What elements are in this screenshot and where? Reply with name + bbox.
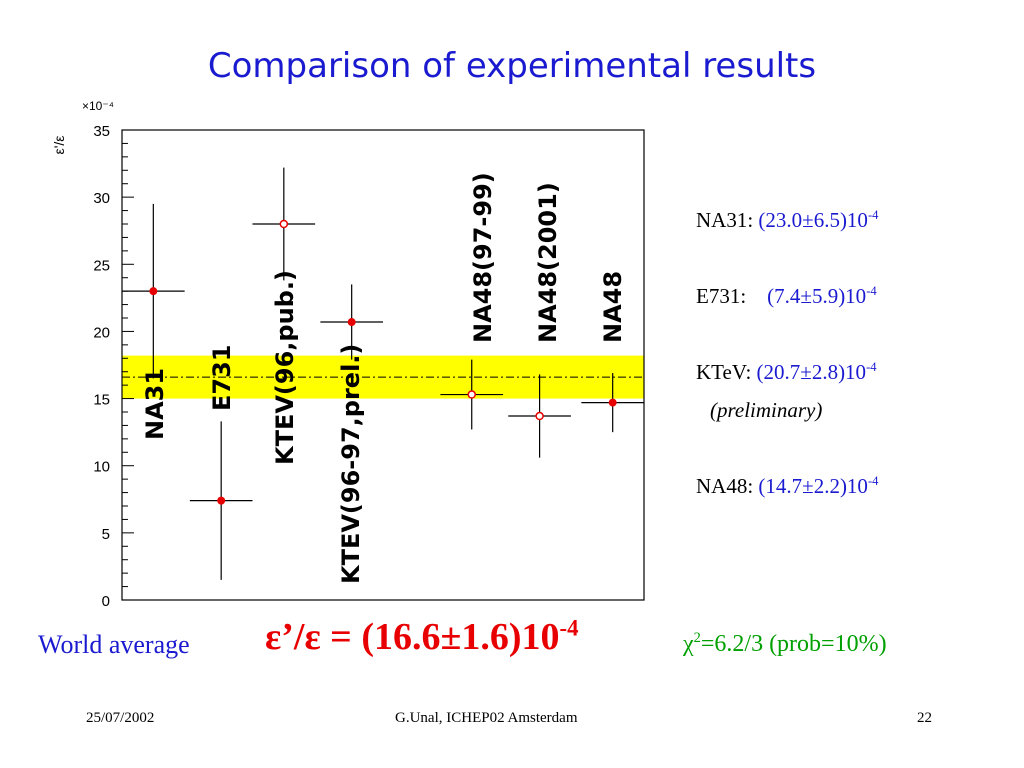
chi-squared: χ2=6.2/3 (prob=10%) (683, 630, 887, 657)
result-value: (20.7±2.8)10-4 (756, 360, 877, 384)
experiment-label: NA48(2001) (534, 182, 562, 343)
result-name: NA48: (696, 474, 759, 498)
result-value: (7.4±5.9)10-4 (767, 284, 877, 308)
experiment-label: KTEV(96-97,prel.) (337, 344, 365, 584)
y-tick-label: 5 (102, 526, 110, 543)
data-point (467, 390, 476, 399)
result-name: E731: (696, 284, 768, 308)
footer-date: 25/07/2002 (86, 710, 155, 726)
experiment-label: KTEV(96,pub.) (271, 270, 299, 465)
experiment-label: NA48 (599, 271, 627, 343)
y-tick-label: 30 (93, 190, 110, 207)
result-na31: NA31: (23.0±6.5)10-4 (696, 208, 878, 233)
y-tick-label: 20 (93, 324, 110, 341)
slide-title: Comparison of experimental results (207, 46, 817, 86)
experiment-label: E731 (208, 345, 236, 412)
plot-area: 0 5 10 15 20 25 30 35 ε'/ε ×10⁻⁴ NA31 E731 KTEV(96,p… (51, 99, 645, 610)
experiment-label: NA31 (141, 368, 169, 440)
y-axis-label: ε'/ε (51, 135, 67, 154)
data-point (279, 219, 289, 229)
data-point (217, 496, 226, 505)
footer-page-number: 22 (917, 710, 932, 726)
y-tick-label: 35 (93, 123, 110, 140)
epsilon-ratio-chart: 0 5 10 15 20 25 30 35 ε'/ε ×10⁻⁴ NA31 E731 KTEV(96,p… (51, 99, 645, 610)
data-point (149, 287, 158, 296)
y-tick-label: 25 (93, 257, 110, 274)
result-value: (14.7±2.2)10-4 (758, 474, 879, 498)
result-na48: NA48: (14.7±2.2)10-4 (696, 474, 878, 499)
data-point (347, 318, 356, 327)
world-average-formula: ε’/ε = (16.6±1.6)10-4 (265, 615, 579, 658)
ktev-preliminary-note: (preliminary) (710, 398, 823, 422)
experiment-label: NA48(97-99) (469, 172, 497, 343)
footer-author: G.Unal, ICHEP02 Amsterdam (395, 710, 578, 726)
y-tick-label: 10 (93, 459, 110, 476)
y-tick-label: 0 (102, 593, 110, 610)
result-name: KTeV: (696, 360, 757, 384)
data-point (535, 411, 544, 421)
data-point (608, 398, 617, 407)
result-ktev: KTeV: (20.7±2.8)10-4 (696, 360, 877, 385)
result-value: (23.0±6.5)10-4 (758, 208, 879, 232)
plot-frame (121, 129, 645, 601)
result-name: NA31: (696, 208, 759, 232)
y-tick-label: 15 (93, 392, 110, 409)
y-axis-multiplier: ×10⁻⁴ (82, 99, 114, 113)
result-e731: E731: (7.4±5.9)10-4 (696, 284, 877, 309)
world-average-label: World average (38, 630, 190, 659)
